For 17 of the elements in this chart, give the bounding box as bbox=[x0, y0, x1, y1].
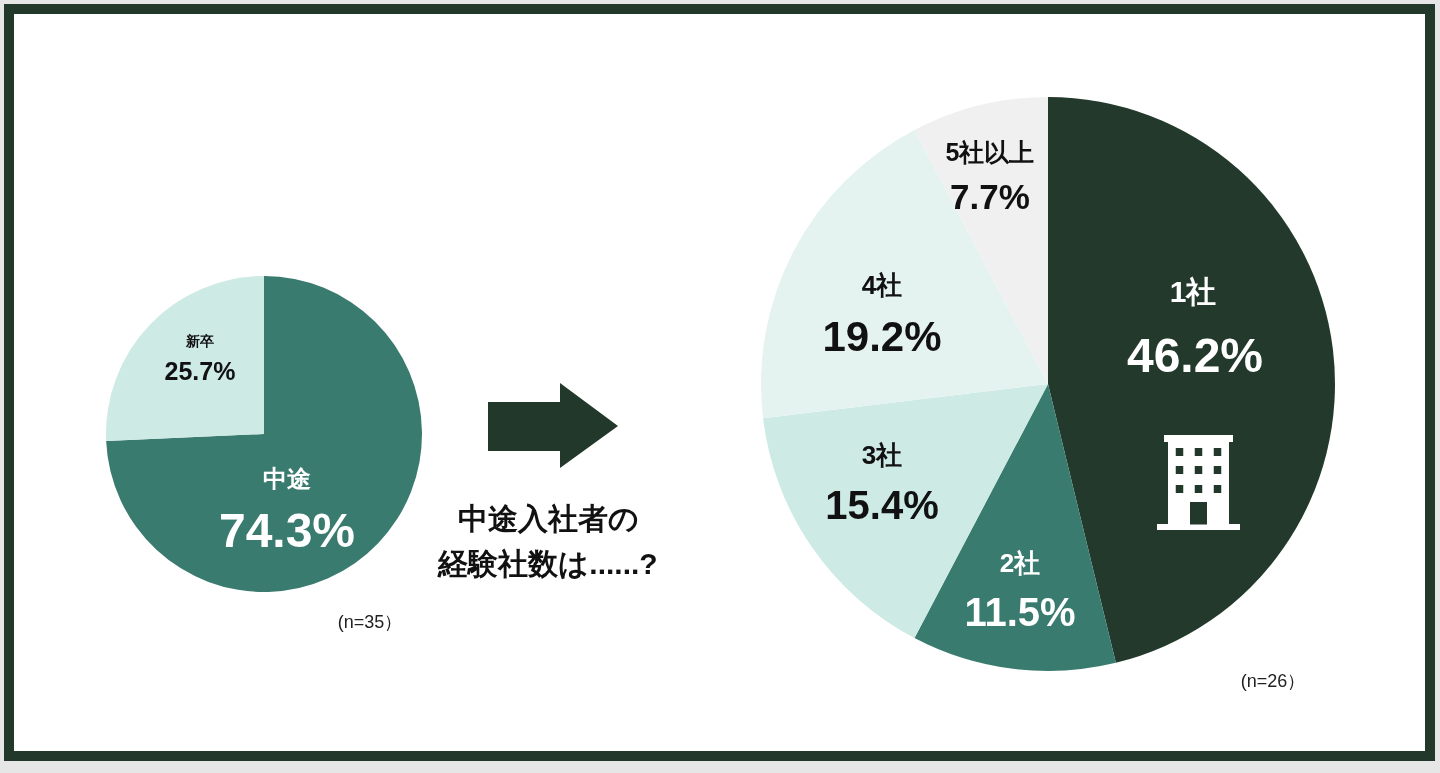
slice-label: 2社 bbox=[999, 548, 1041, 578]
text: (n=35） bbox=[337, 612, 403, 632]
slice-label: 3社 bbox=[861, 440, 903, 470]
slice-label: 1社 bbox=[1169, 274, 1217, 308]
data-label: 74.3% bbox=[218, 503, 356, 557]
data-label: 25.7% bbox=[164, 357, 236, 385]
text: 中途入社者の経験社数は......? bbox=[437, 501, 658, 580]
data-label: 19.2% bbox=[822, 312, 942, 360]
text: (n=26） bbox=[1240, 671, 1306, 691]
data-label: 15.4% bbox=[825, 483, 939, 527]
data-label: 46.2% bbox=[1126, 328, 1264, 382]
slice-label: 中途 bbox=[263, 464, 311, 492]
slice-label: 4社 bbox=[861, 270, 903, 300]
slice-label: 新卒 bbox=[185, 333, 214, 349]
data-label: 7.7% bbox=[950, 176, 1030, 216]
data-label: 11.5% bbox=[964, 590, 1076, 634]
slice-label: 5社以上 bbox=[945, 138, 1035, 166]
